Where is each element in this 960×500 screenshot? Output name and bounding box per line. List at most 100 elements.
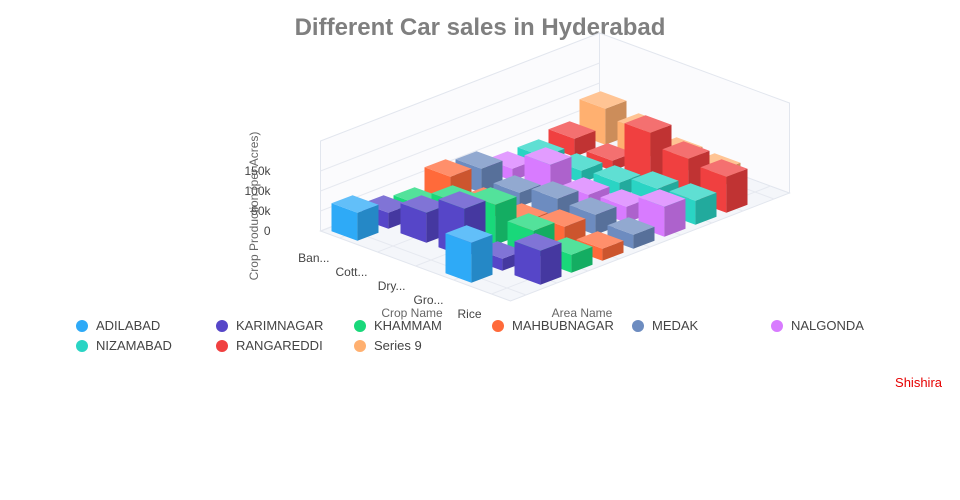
bar-front-face: [548, 129, 575, 157]
bar-top-face: [624, 115, 672, 133]
area-axis-title: Area Name: [552, 306, 613, 320]
bar-top-face: [438, 191, 486, 209]
legend-label: MEDAK: [652, 318, 699, 333]
legend-item-mahbubnagar[interactable]: MAHBUBNAGAR: [492, 318, 614, 333]
bar-top-face: [331, 195, 379, 213]
bar-top-face: [469, 187, 517, 205]
bar-top-face: [538, 209, 586, 227]
z-tick-label: 100k: [244, 184, 271, 198]
legend-swatch: [354, 319, 366, 332]
bar-top-face: [531, 181, 579, 199]
legend-item-rangareddi[interactable]: RANGAREDDI: [216, 338, 323, 353]
legend-swatch: [771, 319, 783, 332]
legend-label: ADILABAD: [96, 318, 161, 333]
bar-top-face: [524, 147, 572, 165]
legend-label: NALGONDA: [791, 318, 864, 333]
bars-group: [331, 91, 748, 285]
bar-side-face: [581, 162, 603, 183]
bar-adilabad: [445, 225, 493, 283]
z-tick-label: 50k: [251, 204, 271, 218]
bar-front-face: [514, 241, 541, 285]
z-tick-label: 0: [264, 224, 271, 238]
legend-swatch: [216, 339, 228, 352]
bar-front-face: [445, 233, 472, 283]
legend-item-nizamabad[interactable]: NIZAMABAD: [76, 338, 172, 353]
legend-swatch: [76, 339, 88, 352]
legend-swatch: [76, 319, 88, 332]
wall-grid-line: [320, 102, 600, 212]
crop-tick-label: Rice: [457, 307, 481, 321]
legend-item-series-9[interactable]: Series 9: [354, 338, 422, 353]
wall-grid-line: [320, 82, 600, 192]
bar-side-face: [695, 192, 717, 225]
bar-top-face: [493, 175, 541, 193]
legend-item-nalgonda[interactable]: NALGONDA: [771, 318, 864, 333]
bar-top-face: [445, 225, 493, 243]
legend-label: KHAMMAM: [374, 318, 442, 333]
bar-top-face: [638, 189, 686, 207]
crop-tick-label: Gro...: [413, 293, 443, 307]
bar-top-face: [562, 177, 610, 195]
bar-top-face: [507, 213, 555, 231]
bar-side-face: [357, 204, 379, 241]
legend-label: KARIMNAGAR: [236, 318, 324, 333]
bar-top-face: [631, 171, 679, 189]
crop-tick-label: Dry...: [378, 279, 406, 293]
z-tick-label: 150k: [244, 164, 271, 178]
legend-swatch: [492, 319, 504, 332]
bar-top-face: [569, 197, 617, 215]
bar-side-face: [633, 226, 655, 249]
bar-side-face: [471, 234, 493, 283]
bar-top-face: [400, 195, 448, 213]
bar-top-face: [607, 217, 655, 235]
bar-side-face: [664, 198, 686, 237]
bar-front-face: [607, 225, 634, 249]
bar-top-face: [455, 151, 503, 169]
bar-top-face: [362, 195, 410, 213]
legend-swatch: [354, 339, 366, 352]
legend-item-khammam[interactable]: KHAMMAM: [354, 318, 442, 333]
bar-front-face: [331, 203, 358, 241]
wall-grid-line: [320, 62, 600, 172]
bar-top-face: [576, 231, 624, 249]
legend-swatch: [632, 319, 644, 332]
bar-front-face: [624, 123, 651, 185]
bar-side-face: [571, 246, 593, 273]
bar-top-face: [579, 91, 627, 109]
bar-top-face: [424, 159, 472, 177]
legend-label: NIZAMABAD: [96, 338, 172, 353]
bar-nalgonda: [638, 189, 686, 237]
legend-label: RANGAREDDI: [236, 338, 323, 353]
bar-front-face: [586, 151, 613, 171]
bar-top-face: [593, 165, 641, 183]
z-axis-title: Crop Production (per Acres): [247, 132, 261, 281]
crop-axis-title: Crop Name: [381, 306, 443, 320]
credit-text: Shishira: [895, 375, 942, 390]
legend-label: Series 9: [374, 338, 422, 353]
crop-tick-label: Ban...: [298, 251, 329, 265]
bar-top-face: [514, 233, 562, 251]
bar-top-face: [486, 151, 534, 169]
bar-top-face: [669, 183, 717, 201]
bar-top-face: [548, 121, 596, 139]
crop-tick-label: Cott...: [335, 265, 367, 279]
legend-label: MAHBUBNAGAR: [512, 318, 614, 333]
bar-side-face: [540, 242, 562, 285]
bar-front-face: [593, 173, 620, 197]
legend-item-adilabad[interactable]: ADILABAD: [76, 318, 160, 333]
bar-karimnagar: [514, 233, 562, 285]
bar-top-face: [662, 141, 710, 159]
bar-top-face: [700, 159, 748, 177]
bar-side-face: [602, 240, 624, 261]
bar-top-face: [600, 189, 648, 207]
bar-medak: [607, 217, 655, 249]
legend-item-karimnagar[interactable]: KARIMNAGAR: [216, 318, 323, 333]
legend-swatch: [216, 319, 228, 332]
bar-adilabad: [331, 195, 379, 241]
bar-top-face: [586, 143, 634, 161]
legend-item-medak[interactable]: MEDAK: [632, 318, 698, 333]
bar-front-face: [400, 203, 427, 243]
bar-side-face: [726, 168, 748, 213]
